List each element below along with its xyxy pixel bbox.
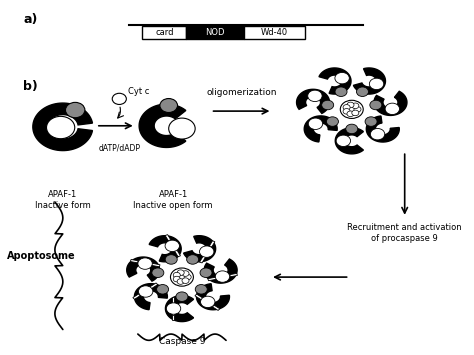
- Bar: [244, 26, 305, 39]
- Circle shape: [200, 268, 212, 278]
- Circle shape: [352, 103, 359, 109]
- Circle shape: [65, 102, 85, 118]
- Circle shape: [308, 118, 323, 130]
- Polygon shape: [172, 297, 174, 315]
- Polygon shape: [139, 104, 186, 147]
- Circle shape: [356, 87, 368, 97]
- Polygon shape: [215, 273, 237, 279]
- Circle shape: [385, 103, 400, 115]
- Circle shape: [187, 255, 199, 264]
- Polygon shape: [168, 240, 181, 257]
- Circle shape: [347, 102, 354, 108]
- Polygon shape: [197, 284, 229, 310]
- Circle shape: [365, 117, 377, 126]
- Circle shape: [182, 278, 189, 283]
- Polygon shape: [304, 116, 337, 142]
- Circle shape: [335, 72, 349, 84]
- Circle shape: [152, 268, 164, 278]
- Text: APAF-1
Inactive form: APAF-1 Inactive form: [35, 190, 91, 210]
- Polygon shape: [33, 103, 92, 151]
- Polygon shape: [319, 68, 351, 94]
- Text: Recruitment and activation
of procaspase 9: Recruitment and activation of procaspase…: [347, 223, 462, 243]
- Circle shape: [46, 116, 75, 139]
- Circle shape: [370, 100, 382, 110]
- Polygon shape: [149, 236, 181, 262]
- Circle shape: [200, 246, 214, 257]
- Circle shape: [177, 270, 184, 275]
- Circle shape: [340, 100, 363, 119]
- Circle shape: [343, 109, 350, 114]
- Circle shape: [354, 106, 361, 112]
- Text: NOD: NOD: [205, 28, 225, 37]
- Circle shape: [327, 117, 338, 126]
- Circle shape: [173, 276, 180, 282]
- Text: a): a): [23, 13, 37, 26]
- Polygon shape: [133, 286, 152, 299]
- Polygon shape: [137, 261, 160, 267]
- Polygon shape: [172, 302, 174, 320]
- Polygon shape: [203, 241, 215, 258]
- Polygon shape: [183, 236, 216, 262]
- Circle shape: [166, 303, 181, 314]
- Polygon shape: [165, 235, 177, 252]
- Polygon shape: [354, 68, 385, 94]
- Circle shape: [171, 268, 193, 286]
- Circle shape: [346, 124, 358, 134]
- Circle shape: [182, 271, 189, 276]
- Text: Caspase 9: Caspase 9: [159, 337, 205, 346]
- Circle shape: [347, 111, 354, 116]
- Circle shape: [195, 285, 207, 294]
- Circle shape: [369, 78, 384, 89]
- Circle shape: [138, 258, 152, 269]
- Circle shape: [201, 296, 215, 307]
- Circle shape: [184, 274, 191, 280]
- Circle shape: [165, 240, 180, 252]
- Text: Apoptosome: Apoptosome: [7, 251, 75, 261]
- Polygon shape: [127, 257, 160, 281]
- Polygon shape: [201, 297, 220, 310]
- Polygon shape: [165, 295, 193, 322]
- Circle shape: [370, 129, 385, 140]
- Circle shape: [169, 118, 195, 139]
- Text: b): b): [23, 80, 38, 93]
- Circle shape: [335, 87, 347, 97]
- Polygon shape: [138, 283, 158, 296]
- Polygon shape: [130, 260, 153, 266]
- Circle shape: [156, 285, 169, 294]
- Text: oligomerization: oligomerization: [206, 88, 277, 97]
- Circle shape: [165, 255, 177, 264]
- Circle shape: [308, 90, 322, 102]
- Circle shape: [336, 135, 351, 147]
- Bar: [142, 26, 186, 39]
- Circle shape: [322, 100, 334, 110]
- Polygon shape: [204, 259, 237, 283]
- Text: Wd-40: Wd-40: [261, 28, 288, 37]
- Polygon shape: [366, 116, 399, 142]
- Circle shape: [138, 286, 153, 297]
- Bar: [186, 26, 244, 39]
- Polygon shape: [135, 284, 167, 310]
- Polygon shape: [208, 275, 230, 281]
- Circle shape: [343, 105, 350, 110]
- Circle shape: [177, 279, 184, 284]
- Polygon shape: [335, 128, 364, 154]
- Circle shape: [352, 110, 359, 116]
- Text: card: card: [155, 28, 173, 37]
- Polygon shape: [374, 91, 407, 115]
- Circle shape: [160, 99, 178, 113]
- Polygon shape: [200, 246, 212, 263]
- Polygon shape: [297, 89, 329, 114]
- Polygon shape: [195, 294, 214, 307]
- Circle shape: [176, 292, 188, 301]
- Text: Cyt c: Cyt c: [128, 87, 149, 96]
- Circle shape: [215, 271, 230, 282]
- Text: dATP/dADP: dATP/dADP: [98, 143, 140, 152]
- Text: APAF-1
Inactive open form: APAF-1 Inactive open form: [133, 190, 213, 210]
- Circle shape: [173, 272, 180, 278]
- Circle shape: [112, 93, 127, 104]
